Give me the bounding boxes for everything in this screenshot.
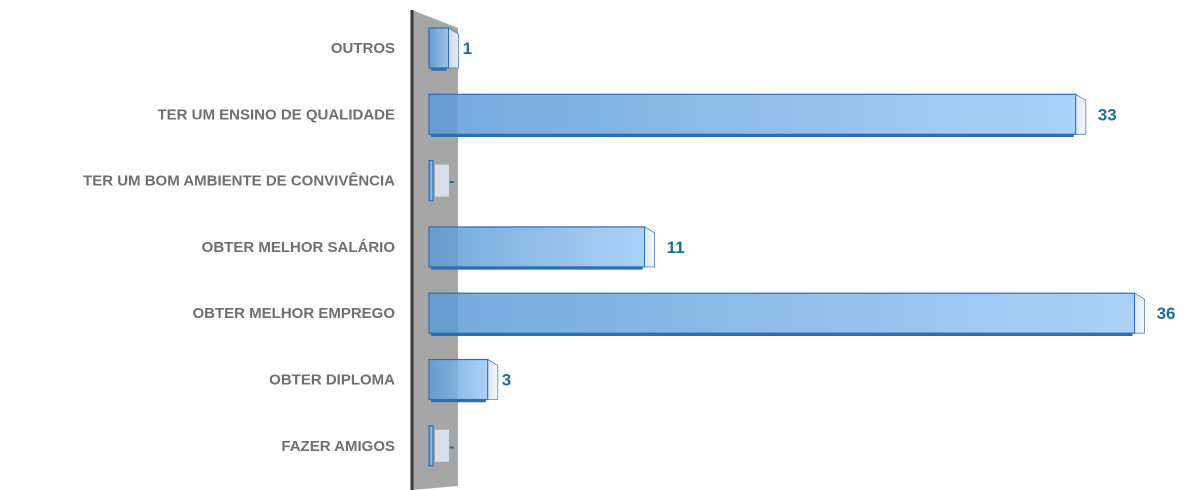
bar-front-face	[428, 226, 646, 268]
data-label: -	[449, 437, 455, 456]
category-label: TER UM BOM AMBIENTE DE CONVIVÊNCIA	[83, 172, 395, 190]
bar-6	[428, 358, 499, 403]
bar-end-cap	[644, 226, 655, 268]
category-label: FAZER AMIGOS	[281, 438, 395, 455]
bar-front-face	[428, 93, 1077, 135]
bar-end-cap	[1075, 93, 1087, 135]
bar-1	[428, 27, 460, 71]
bar-end-cap	[1134, 292, 1145, 334]
category-label: OUTROS	[331, 40, 395, 57]
bar-end-cap	[487, 358, 499, 400]
bar-7	[428, 425, 449, 467]
bar-front-face	[428, 27, 450, 69]
data-label: 33	[1098, 105, 1117, 124]
bar-front-face	[428, 292, 1136, 334]
bar-5	[428, 292, 1145, 336]
data-label: 11	[667, 238, 685, 257]
bar-front-face	[428, 160, 434, 202]
bar-end-cap	[435, 429, 449, 462]
bar-end-cap	[448, 27, 460, 69]
bar-2	[428, 93, 1087, 138]
category-label: TER UM ENSINO DE QUALIDADE	[157, 106, 395, 123]
bar-3	[428, 160, 449, 202]
data-label: 3	[502, 371, 511, 390]
bar-front-face	[428, 358, 489, 401]
bar-front-face	[428, 425, 434, 467]
bar-4	[428, 226, 655, 270]
data-label: 36	[1157, 304, 1176, 323]
category-label: OBTER DIPLOMA	[269, 372, 395, 389]
category-label: OBTER MELHOR EMPREGO	[192, 305, 395, 322]
bar-end-cap	[435, 164, 449, 197]
category-label: OBTER MELHOR SALÁRIO	[202, 239, 396, 256]
data-label: 1	[463, 39, 472, 58]
data-label: -	[449, 172, 455, 191]
